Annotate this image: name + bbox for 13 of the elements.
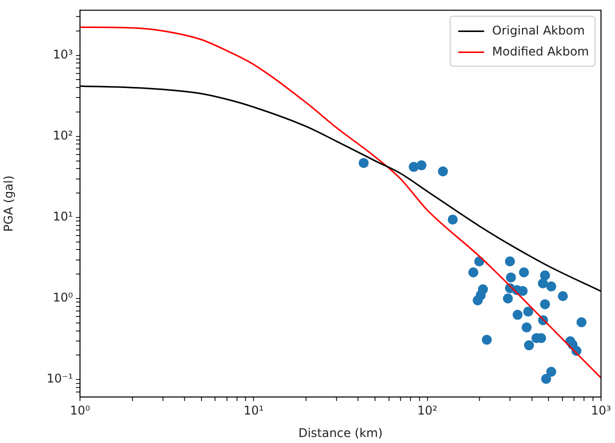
y-tick-label: 10³ xyxy=(52,47,74,62)
y-tick-label: 10⁻¹ xyxy=(46,372,74,386)
y-tick-label: 10¹ xyxy=(52,210,74,224)
x-tick-label: 10³ xyxy=(590,403,612,418)
x-tick-label: 10¹ xyxy=(244,403,264,418)
x-axis-title: Distance (km) xyxy=(298,426,383,440)
y-axis-title: PGA (gal) xyxy=(1,175,16,232)
legend-label: Modified Akbom xyxy=(492,44,589,58)
legend-label: Original Akbom xyxy=(492,23,585,38)
x-tick-label: 10⁰ xyxy=(70,403,90,418)
y-tick-label: 10² xyxy=(52,128,74,142)
y-tick-label: 10⁰ xyxy=(52,290,74,305)
x-tick-label: 10² xyxy=(417,403,438,418)
